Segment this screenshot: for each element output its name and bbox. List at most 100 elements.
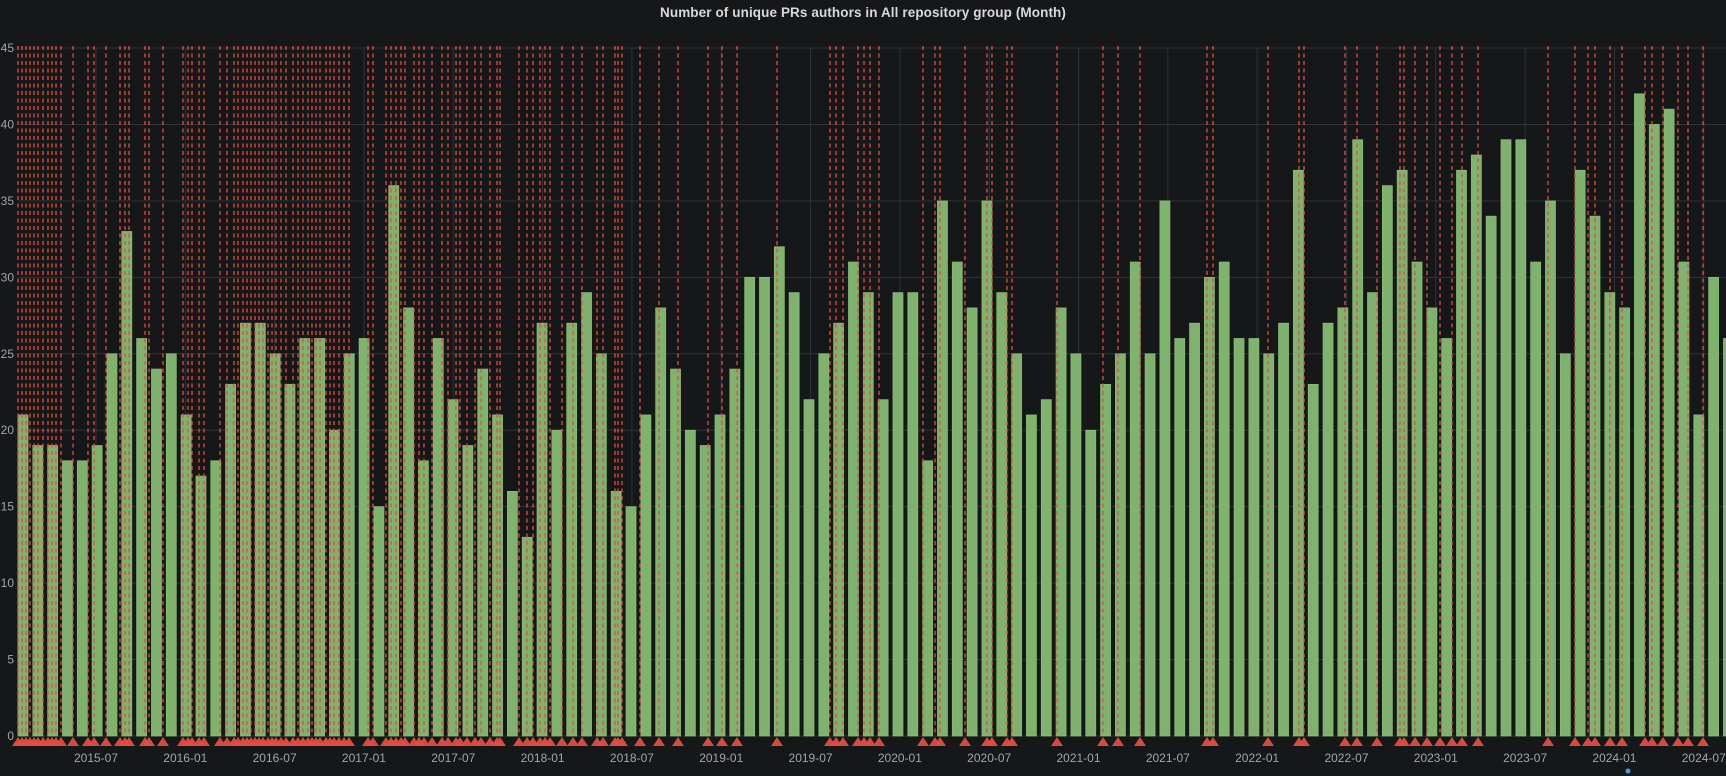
bar[interactable] — [1011, 353, 1022, 737]
bar[interactable] — [121, 231, 133, 737]
bar[interactable] — [1159, 200, 1171, 737]
bar[interactable] — [1055, 307, 1067, 737]
bar[interactable] — [1530, 261, 1542, 737]
bar[interactable] — [1026, 414, 1037, 737]
annotation-triangle-icon[interactable] — [934, 737, 946, 746]
bar[interactable] — [254, 322, 266, 737]
bar[interactable] — [1693, 414, 1705, 737]
annotation-triangle-icon[interactable] — [1434, 737, 1446, 746]
bar[interactable] — [1174, 338, 1186, 737]
annotation-triangle-icon[interactable] — [917, 737, 929, 746]
bar[interactable] — [818, 353, 830, 737]
bar[interactable] — [447, 399, 459, 737]
bar[interactable] — [91, 445, 103, 737]
bar[interactable] — [788, 292, 800, 737]
annotation-triangle-icon[interactable] — [771, 737, 783, 746]
bar[interactable] — [907, 292, 919, 737]
bar[interactable] — [1678, 261, 1690, 737]
annotation-triangle-icon[interactable] — [1398, 737, 1410, 746]
annotation-triangle-icon[interactable] — [672, 737, 684, 746]
annotation-triangle-icon[interactable] — [1097, 737, 1109, 746]
annotation-triangle-icon[interactable] — [1006, 737, 1018, 746]
bar[interactable] — [922, 460, 934, 737]
bar[interactable] — [195, 475, 207, 737]
bar[interactable] — [655, 307, 667, 737]
bar[interactable] — [684, 429, 696, 737]
bar[interactable] — [1648, 124, 1660, 737]
bar[interactable] — [1248, 338, 1260, 737]
annotation-triangle-icon[interactable] — [1051, 737, 1063, 746]
annotation-triangle-icon[interactable] — [1446, 737, 1458, 746]
bar[interactable] — [225, 383, 236, 737]
bar[interactable] — [877, 399, 889, 737]
annotation-triangle-icon[interactable] — [1646, 737, 1658, 746]
bar[interactable] — [1574, 169, 1586, 737]
bar[interactable] — [833, 322, 845, 737]
annotation-triangle-icon[interactable] — [426, 737, 438, 746]
bar[interactable] — [759, 276, 770, 737]
bar[interactable] — [729, 368, 741, 737]
annotation-triangle-icon[interactable] — [1682, 737, 1694, 746]
bar[interactable] — [937, 200, 948, 737]
annotation-triangle-icon[interactable] — [343, 737, 355, 746]
bar[interactable] — [1515, 139, 1527, 737]
bar[interactable] — [551, 429, 563, 737]
annotation-triangle-icon[interactable] — [198, 737, 210, 746]
annotation-triangle-icon[interactable] — [1604, 737, 1616, 746]
bar[interactable] — [358, 338, 370, 737]
bar[interactable] — [299, 338, 311, 737]
annotation-triangle-icon[interactable] — [123, 737, 135, 746]
bar[interactable] — [1100, 383, 1111, 737]
bar[interactable] — [432, 338, 444, 737]
bar[interactable] — [165, 353, 177, 737]
bar[interactable] — [1485, 215, 1497, 737]
annotation-triangle-icon[interactable] — [873, 737, 885, 746]
annotation-triangle-icon[interactable] — [959, 737, 971, 746]
bar[interactable] — [996, 292, 1008, 737]
bar[interactable] — [1663, 108, 1675, 737]
annotation-triangle-icon[interactable] — [399, 737, 411, 746]
bar[interactable] — [714, 414, 726, 737]
bar[interactable] — [1189, 322, 1200, 737]
bar[interactable] — [462, 445, 474, 737]
annotation-triangle-icon[interactable] — [864, 737, 876, 746]
annotation-triangle-icon[interactable] — [442, 737, 454, 746]
annotation-triangle-icon[interactable] — [157, 737, 169, 746]
bar[interactable] — [507, 491, 518, 737]
bar[interactable] — [1307, 383, 1319, 737]
bar[interactable] — [595, 353, 607, 737]
annotation-triangle-icon[interactable] — [100, 737, 112, 746]
bar[interactable] — [1381, 185, 1393, 737]
bar[interactable] — [1040, 399, 1052, 737]
bar[interactable] — [106, 353, 118, 737]
bar[interactable] — [1218, 261, 1230, 737]
bar[interactable] — [1545, 200, 1556, 737]
bar[interactable] — [610, 491, 622, 737]
bar[interactable] — [1396, 169, 1408, 737]
bar[interactable] — [670, 368, 681, 737]
bar[interactable] — [388, 185, 400, 737]
bar[interactable] — [1559, 353, 1571, 737]
bar[interactable] — [373, 506, 385, 737]
bar[interactable] — [625, 506, 637, 737]
bar[interactable] — [966, 307, 978, 737]
annotation-triangle-icon[interactable] — [567, 737, 579, 746]
annotation-triangle-icon[interactable] — [461, 737, 473, 746]
bar[interactable] — [17, 414, 29, 737]
annotation-triangle-icon[interactable] — [1134, 737, 1146, 746]
annotation-triangle-icon[interactable] — [544, 737, 556, 746]
bar[interactable] — [1144, 353, 1156, 737]
bar[interactable] — [773, 246, 785, 737]
bar[interactable] — [1204, 276, 1215, 737]
bar[interactable] — [803, 399, 815, 737]
annotation-triangle-icon[interactable] — [418, 737, 430, 746]
bar[interactable] — [477, 368, 489, 737]
bar[interactable] — [699, 445, 711, 737]
bar[interactable] — [536, 322, 548, 737]
annotation-triangle-icon[interactable] — [1616, 737, 1628, 746]
annotation-triangle-icon[interactable] — [1569, 737, 1581, 746]
bar[interactable] — [210, 460, 222, 737]
bar[interactable] — [1619, 307, 1631, 737]
annotation-triangle-icon[interactable] — [67, 737, 79, 746]
annotation-triangle-icon[interactable] — [1672, 737, 1684, 746]
